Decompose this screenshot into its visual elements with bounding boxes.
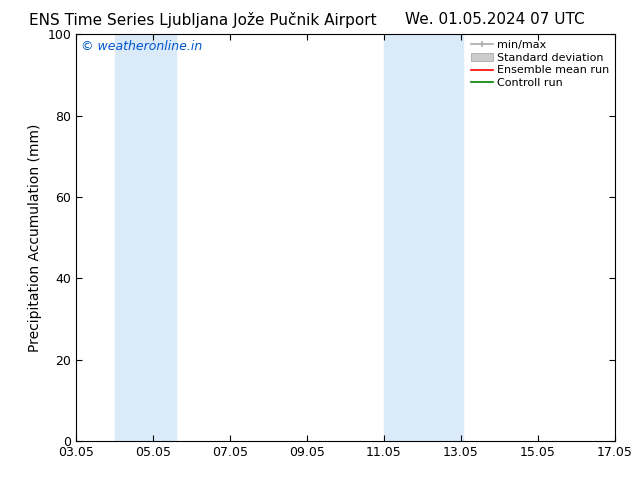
Text: We. 01.05.2024 07 UTC: We. 01.05.2024 07 UTC <box>404 12 585 27</box>
Text: ENS Time Series Ljubljana Jože Pučnik Airport: ENS Time Series Ljubljana Jože Pučnik Ai… <box>29 12 377 28</box>
Text: © weatheronline.in: © weatheronline.in <box>81 40 203 53</box>
Bar <box>115 34 176 441</box>
Legend: min/max, Standard deviation, Ensemble mean run, Controll run: min/max, Standard deviation, Ensemble me… <box>469 38 612 91</box>
Bar <box>384 34 463 441</box>
Y-axis label: Precipitation Accumulation (mm): Precipitation Accumulation (mm) <box>28 123 42 352</box>
